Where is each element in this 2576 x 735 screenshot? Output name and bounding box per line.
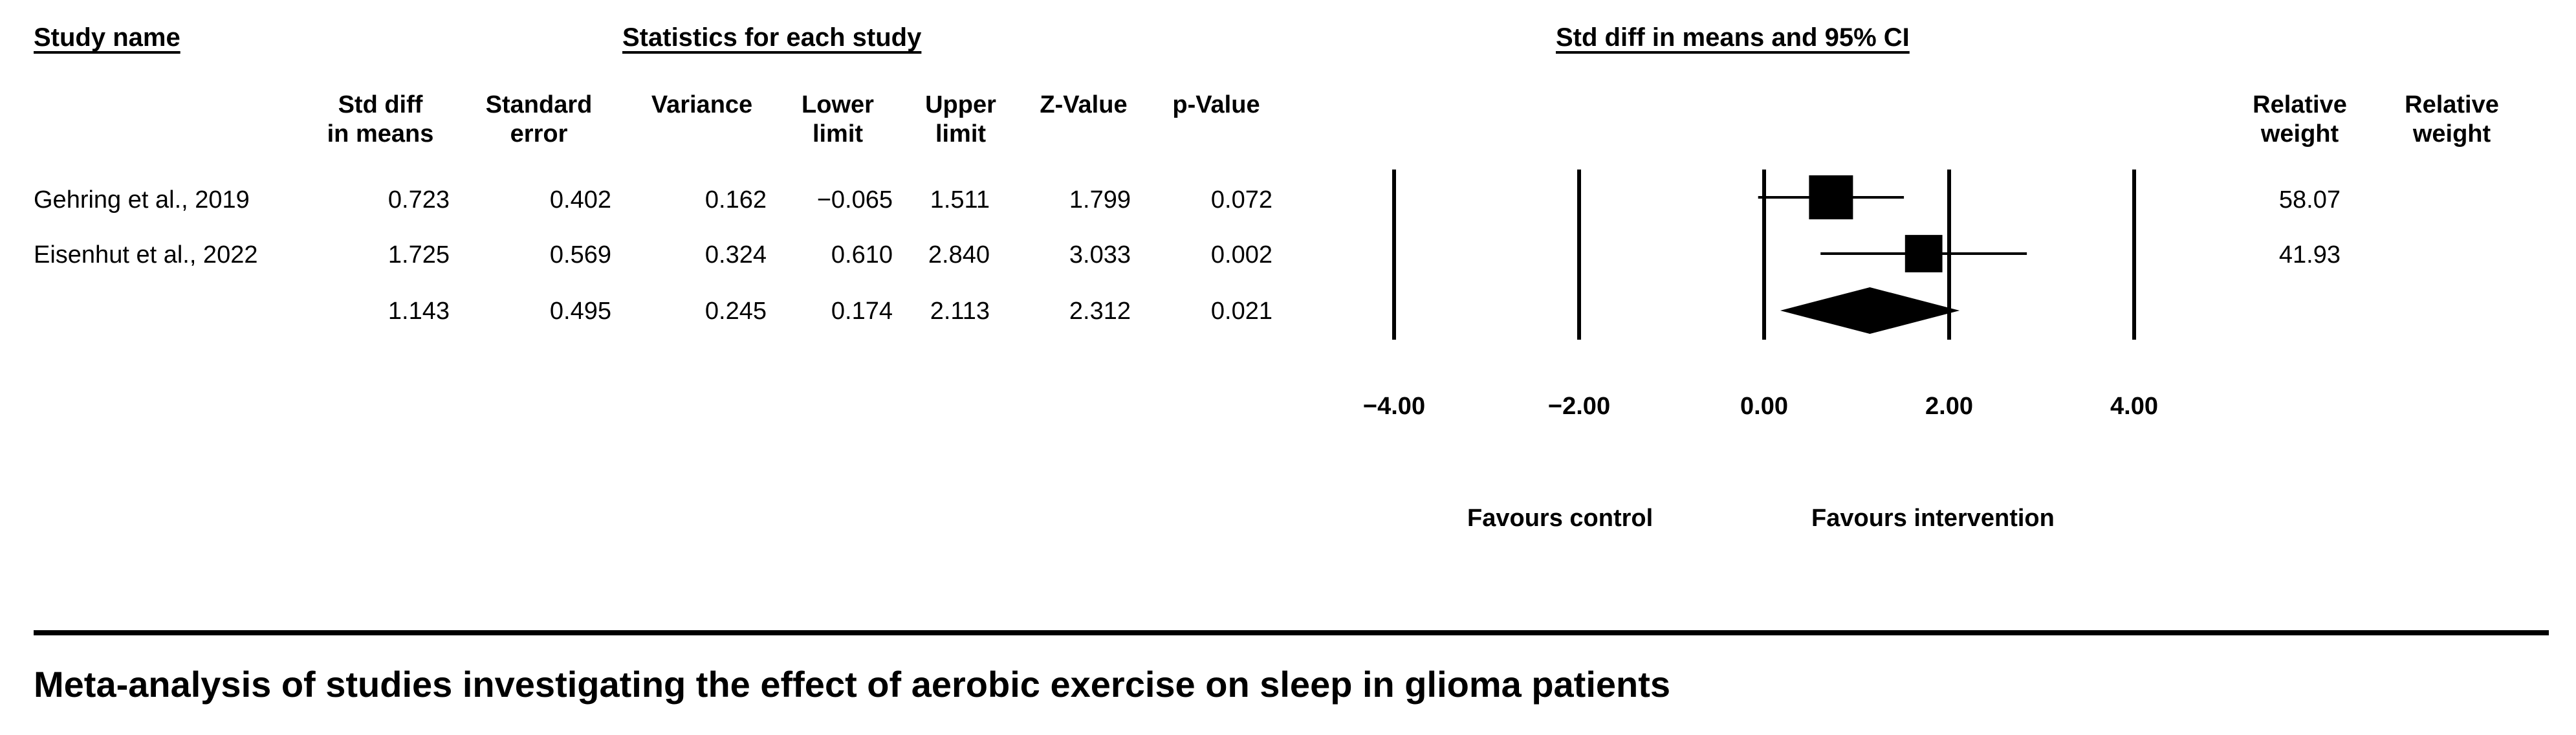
study-name-header: Study name [34, 23, 180, 52]
summary-std-error-cell: 0.495 [549, 298, 611, 325]
x-tick-label: 2.00 [1925, 393, 1973, 420]
std-diff-cell: 0.723 [387, 186, 450, 214]
study-effect-square [1905, 235, 1943, 272]
statistics-header: Statistics for each study [622, 23, 922, 52]
col-header-p-value: p-Value [1172, 91, 1260, 118]
std-diff-cell: 1.725 [387, 241, 450, 269]
x-tick-label: 4.00 [2110, 393, 2158, 420]
z-value-cell: 1.799 [1069, 186, 1131, 214]
col-header-std-diff: Std diff in means [327, 91, 434, 148]
x-tick-label: 0.00 [1740, 393, 1788, 420]
p-value-cell: 0.072 [1210, 186, 1272, 214]
variance-cell: 0.162 [704, 186, 767, 214]
std-error-cell: 0.402 [549, 186, 611, 214]
upper-limit-cell: 2.840 [928, 241, 990, 269]
relative-weight-cell: 58.07 [2278, 186, 2341, 214]
summary-z-value-cell: 2.312 [1069, 298, 1131, 325]
x-tick-label: −2.00 [1548, 393, 1610, 420]
lower-limit-cell: 0.610 [831, 241, 893, 269]
col-header-std-error: Standard error [485, 91, 593, 148]
study-name-cell: Eisenhut et al., 2022 [34, 241, 258, 269]
summary-variance-cell: 0.245 [704, 298, 767, 325]
favours-control-label: Favours control [1467, 505, 1654, 532]
col-header-upper-limit: Upper limit [925, 91, 996, 148]
col-header-relative-weight-1: Relative weight [2253, 91, 2347, 148]
plot-title: Std diff in means and 95% CI [1556, 23, 1910, 52]
upper-limit-cell: 1.511 [930, 186, 990, 214]
std-error-cell: 0.569 [549, 241, 611, 269]
study-effect-square [1809, 175, 1853, 219]
col-header-variance: Variance [651, 91, 753, 118]
summary-upper-limit-cell: 2.113 [930, 298, 990, 325]
lower-limit-cell: −0.065 [816, 186, 893, 214]
col-header-relative-weight-2: Relative weight [2405, 91, 2499, 148]
summary-p-value-cell: 0.021 [1210, 298, 1272, 325]
figure-caption: Meta-analysis of studies investigating t… [34, 664, 1671, 705]
p-value-cell: 0.002 [1210, 241, 1272, 269]
col-header-lower-limit: Lower limit [802, 91, 874, 148]
study-name-cell: Gehring et al., 2019 [34, 186, 250, 214]
x-tick-label: −4.00 [1363, 393, 1425, 420]
caption-divider [34, 630, 2549, 635]
summary-lower-limit-cell: 0.174 [831, 298, 893, 325]
summary-diamond [1780, 287, 1960, 334]
variance-cell: 0.324 [704, 241, 767, 269]
col-header-z-value: Z-Value [1040, 91, 1128, 118]
summary-std-diff-cell: 1.143 [387, 298, 450, 325]
z-value-cell: 3.033 [1069, 241, 1131, 269]
relative-weight-cell: 41.93 [2278, 241, 2341, 269]
favours-intervention-label: Favours intervention [1811, 505, 2055, 532]
